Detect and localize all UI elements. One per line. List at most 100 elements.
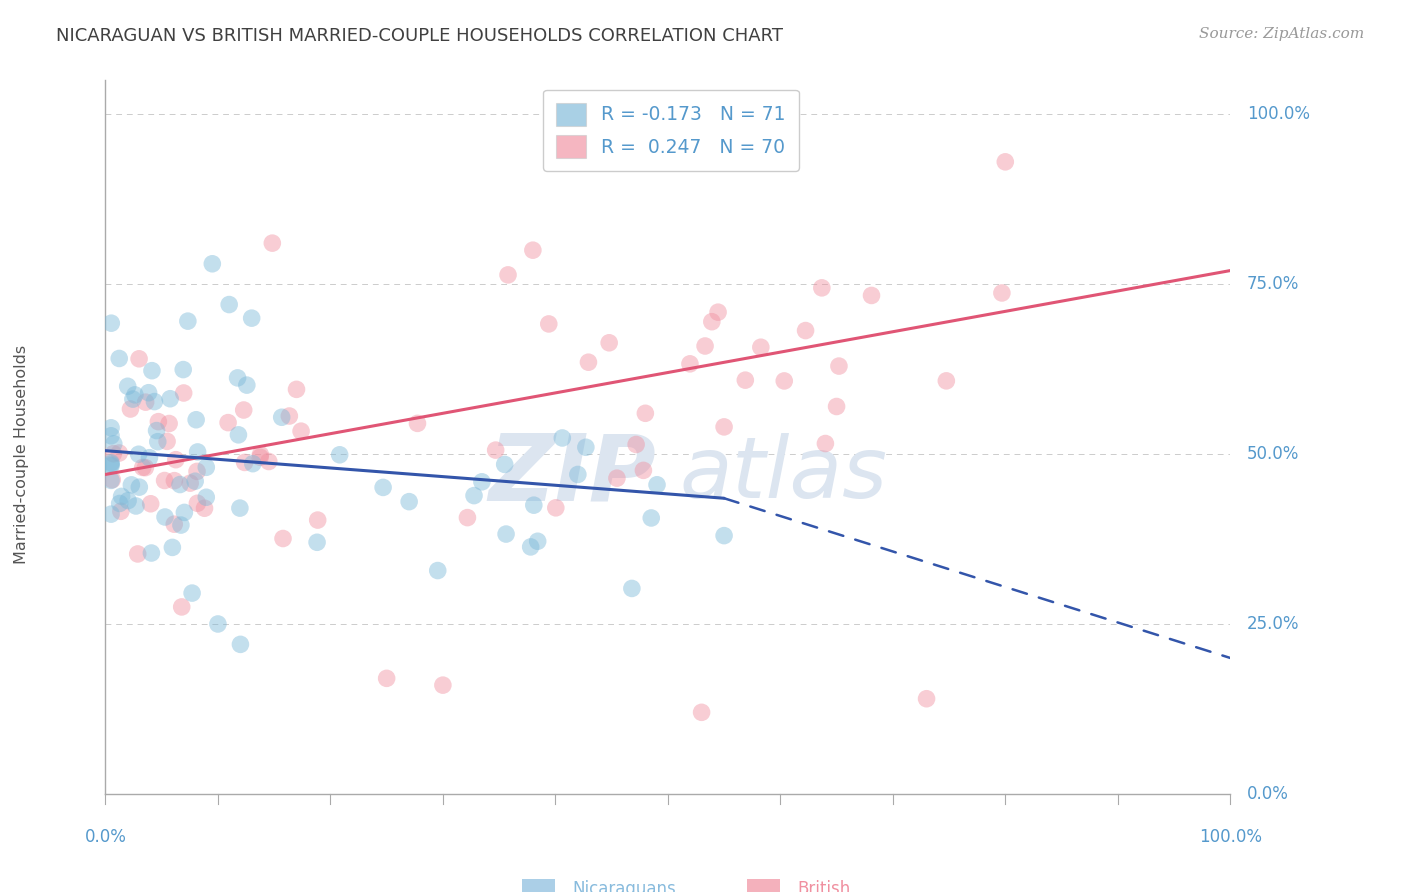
Point (120, 402, 142, 417)
Point (186, 464, 208, 478)
Point (700, 315, 723, 329)
Text: Married-couple Households: Married-couple Households (14, 344, 28, 564)
Point (242, 457, 264, 471)
Point (598, 335, 620, 350)
Point (307, 535, 329, 549)
Point (108, 496, 131, 510)
Point (544, 500, 567, 515)
Point (233, 455, 256, 469)
Point (575, 440, 598, 454)
Point (693, 339, 716, 353)
Text: 0.0%: 0.0% (1247, 785, 1289, 803)
Point (143, 394, 166, 409)
Point (375, 671, 398, 685)
Point (193, 501, 215, 516)
Point (128, 480, 150, 494)
Text: 25.0%: 25.0% (1247, 615, 1299, 633)
Legend: R = -0.173   N = 71, R =  0.247   N = 70: R = -0.173 N = 71, R = 0.247 N = 70 (543, 90, 799, 171)
Point (307, 513, 329, 527)
Point (165, 452, 187, 467)
Point (578, 355, 600, 369)
Point (794, 324, 817, 338)
Point (485, 443, 508, 458)
Point (828, 359, 851, 373)
Point (406, 417, 429, 431)
Point (141, 364, 163, 378)
Point (463, 489, 485, 503)
Bar (522, 879, 555, 892)
Point (645, 477, 668, 491)
Point (139, 497, 162, 511)
Point (128, 447, 150, 461)
Point (177, 314, 200, 328)
Text: NICARAGUAN VS BRITISH MARRIED-COUPLE HOUSEHOLDS CORRELATION CHART: NICARAGUAN VS BRITISH MARRIED-COUPLE HOU… (56, 27, 783, 45)
Point (734, 373, 756, 387)
Point (145, 424, 167, 438)
Point (640, 511, 662, 525)
Point (128, 351, 150, 366)
Point (624, 437, 647, 451)
Point (169, 477, 191, 491)
Point (100, 456, 122, 470)
Point (271, 532, 294, 546)
Point (207, 617, 229, 632)
Point (371, 480, 394, 494)
Point (229, 637, 252, 651)
Text: Source: ZipAtlas.com: Source: ZipAtlas.com (1198, 27, 1364, 41)
Point (494, 458, 516, 472)
Point (249, 448, 271, 462)
Point (713, 420, 735, 434)
Point (170, 518, 193, 533)
Text: 100.0%: 100.0% (1199, 828, 1261, 846)
Point (156, 434, 179, 449)
Point (100, 458, 122, 473)
Point (125, 499, 148, 513)
Text: 75.0%: 75.0% (1247, 275, 1299, 293)
Point (278, 409, 301, 423)
Point (201, 257, 224, 271)
Point (634, 406, 657, 420)
Point (117, 493, 139, 508)
Point (100, 316, 122, 330)
Point (186, 413, 208, 427)
Point (456, 510, 478, 524)
Point (134, 460, 156, 475)
Point (153, 474, 176, 488)
Text: 50.0%: 50.0% (1247, 445, 1299, 463)
Point (100, 457, 122, 471)
Point (181, 586, 204, 600)
Point (522, 243, 544, 257)
Point (124, 388, 146, 402)
Point (749, 340, 772, 354)
Point (537, 317, 560, 331)
Text: ZIP: ZIP (489, 429, 657, 519)
Point (146, 434, 169, 449)
Point (186, 496, 208, 510)
Point (173, 386, 195, 401)
Point (551, 431, 574, 445)
Point (426, 564, 449, 578)
Point (226, 371, 249, 385)
Point (262, 236, 284, 251)
Point (217, 416, 239, 430)
Point (148, 415, 170, 429)
Point (172, 362, 194, 376)
Text: 0.0%: 0.0% (84, 828, 127, 846)
Point (100, 429, 122, 443)
Point (285, 382, 308, 396)
Text: Nicaraguans: Nicaraguans (572, 880, 676, 892)
Point (120, 478, 142, 492)
Point (690, 706, 713, 720)
Point (860, 288, 883, 302)
Point (620, 582, 643, 596)
Point (218, 297, 240, 311)
Text: 100.0%: 100.0% (1247, 105, 1310, 123)
Point (101, 473, 124, 487)
Point (606, 471, 628, 485)
Point (163, 517, 186, 532)
Point (994, 154, 1017, 169)
Point (236, 378, 259, 392)
Point (232, 403, 254, 417)
Point (103, 437, 125, 451)
Point (157, 417, 180, 431)
